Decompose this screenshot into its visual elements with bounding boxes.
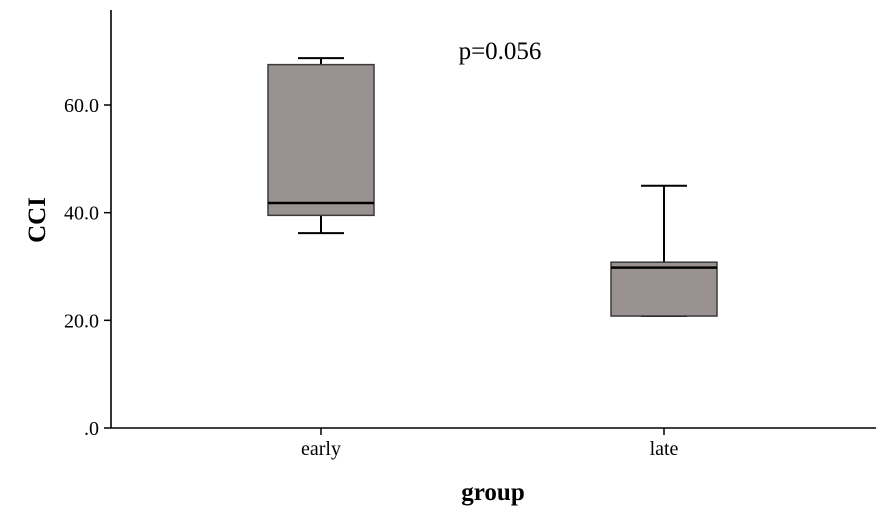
x-axis-title: group xyxy=(461,479,524,506)
y-tick-label: 40.0 xyxy=(64,203,99,225)
box-late xyxy=(610,184,718,318)
y-tick-label: .0 xyxy=(84,418,99,440)
y-tick-label: 20.0 xyxy=(64,310,99,332)
iqr-box xyxy=(267,63,375,217)
p-value-annotation: p=0.056 xyxy=(459,38,542,65)
y-ticks: .0 20.0 40.0 60.0 xyxy=(64,95,111,440)
box-early xyxy=(267,57,375,235)
x-ticks: early late xyxy=(301,428,679,460)
plot-area xyxy=(267,57,718,318)
iqr-box xyxy=(610,261,718,317)
x-tick-label: late xyxy=(650,438,679,460)
y-axis-title: CCI xyxy=(24,197,51,243)
y-tick-label: 60.0 xyxy=(64,95,99,117)
x-tick-label: early xyxy=(301,438,341,460)
axes xyxy=(110,10,876,429)
